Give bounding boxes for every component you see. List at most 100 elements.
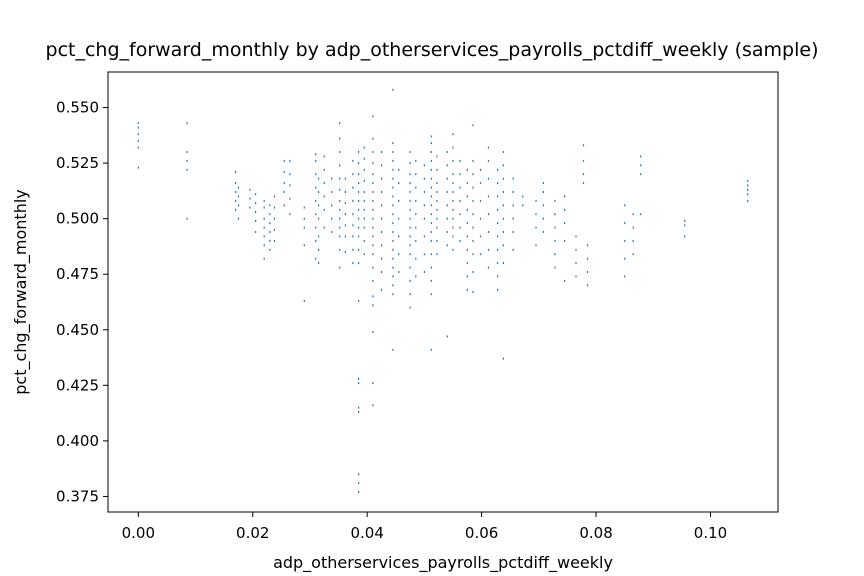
scatter-point <box>430 239 432 242</box>
y-tick-label: 0.500 <box>56 210 99 228</box>
scatter-point <box>392 151 394 153</box>
scatter-point <box>522 195 524 198</box>
scatter-point <box>554 266 556 269</box>
scatter-point <box>446 177 448 180</box>
scatter-point <box>430 279 432 282</box>
scatter-point <box>452 191 454 193</box>
scatter-point <box>372 226 374 229</box>
scatter-point <box>582 182 585 185</box>
scatter-point <box>372 173 374 176</box>
scatter-point <box>409 182 411 185</box>
scatter-point <box>446 164 448 167</box>
scatter-point <box>398 253 400 256</box>
scatter-point <box>315 213 317 216</box>
scatter-point <box>684 235 686 238</box>
scatter-point <box>318 217 320 220</box>
scatter-point <box>331 231 333 233</box>
scatter-point <box>380 257 383 260</box>
scatter-point <box>339 188 341 191</box>
scatter-point <box>582 159 585 162</box>
scatter-point <box>497 222 499 225</box>
scatter-point <box>452 173 454 176</box>
scatter-point <box>137 146 139 149</box>
scatter-point <box>423 191 425 193</box>
scatter-point <box>269 222 271 225</box>
scatter-point <box>358 235 360 238</box>
scatter-point <box>323 226 325 229</box>
scatter-point <box>372 137 374 140</box>
scatter-point <box>358 151 360 153</box>
scatter-point <box>283 182 285 185</box>
scatter-point <box>554 253 556 256</box>
scatter-point <box>255 211 257 213</box>
scatter-point <box>323 208 325 211</box>
scatter-point <box>372 191 374 193</box>
scatter-point <box>315 199 317 202</box>
scatter-point <box>255 219 257 222</box>
scatter-point <box>339 151 341 153</box>
scatter-point <box>372 382 374 385</box>
scatter-point <box>363 226 365 229</box>
scatter-point <box>331 177 333 180</box>
scatter-point <box>273 217 276 220</box>
scatter-point <box>372 404 374 407</box>
scatter-point <box>430 222 432 225</box>
scatter-point <box>392 266 394 269</box>
scatter-point <box>472 253 474 256</box>
scatter-point <box>409 208 411 211</box>
scatter-point <box>502 151 504 153</box>
scatter-point <box>380 217 383 220</box>
scatter-point <box>323 155 325 158</box>
scatter-point <box>392 257 394 260</box>
scatter-point <box>497 208 499 211</box>
scatter-point <box>624 222 626 225</box>
scatter-point <box>358 182 360 185</box>
scatter-point <box>554 239 556 242</box>
scatter-point <box>409 235 411 238</box>
scatter-point <box>318 177 320 180</box>
scatter-point <box>331 204 333 207</box>
scatter-point <box>380 231 383 233</box>
scatter-point <box>352 159 354 162</box>
scatter-point <box>575 275 577 278</box>
scatter-point <box>430 177 432 180</box>
scatter-point <box>554 213 556 216</box>
scatter-point <box>423 253 425 256</box>
scatter-point <box>249 197 251 200</box>
scatter-point <box>358 406 360 409</box>
scatter-point <box>344 235 346 238</box>
scatter-point <box>409 306 411 309</box>
x-tick-label: 0.04 <box>350 524 383 542</box>
scatter-point <box>430 142 432 145</box>
scatter-point <box>430 348 432 351</box>
scatter-point <box>472 239 474 242</box>
y-tick-label: 0.375 <box>56 487 99 505</box>
x-tick-label: 0.08 <box>579 524 612 542</box>
scatter-point <box>409 279 411 282</box>
scatter-point <box>472 213 474 216</box>
scatter-point <box>415 213 417 216</box>
scatter-point <box>436 226 438 229</box>
scatter-point <box>409 217 411 220</box>
scatter-point <box>186 151 188 153</box>
scatter-point <box>352 199 354 202</box>
scatter-point <box>512 177 514 180</box>
scatter-point <box>472 199 474 202</box>
scatter-point <box>363 157 365 160</box>
y-tick-label: 0.425 <box>56 376 99 394</box>
scatter-point <box>315 153 317 156</box>
scatter-point <box>466 195 468 198</box>
scatter-point <box>582 173 585 176</box>
scatter-point <box>564 279 566 282</box>
scatter-point <box>331 191 333 193</box>
scatter-point <box>323 195 325 198</box>
scatter-point <box>289 197 291 200</box>
scatter-point <box>398 217 400 220</box>
scatter-point <box>459 226 461 229</box>
scatter-point <box>430 195 432 198</box>
scatter-point <box>339 266 341 269</box>
scatter-point <box>415 239 417 242</box>
scatter-point <box>323 168 325 171</box>
scatter-point <box>436 168 438 171</box>
scatter-point <box>269 248 271 251</box>
